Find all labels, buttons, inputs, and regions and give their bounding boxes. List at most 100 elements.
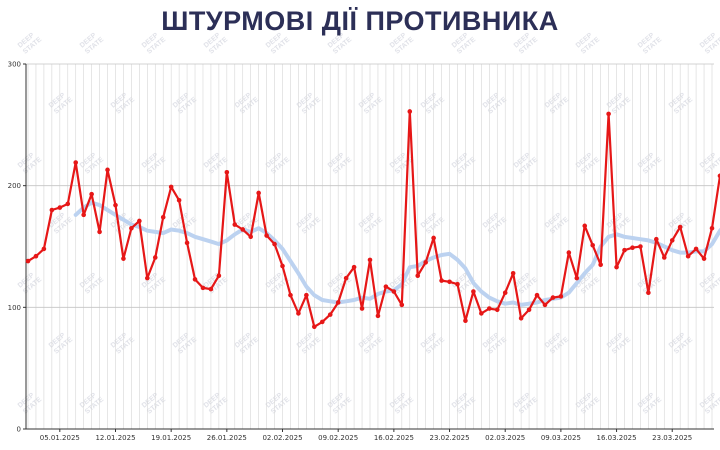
data-point [669, 238, 675, 243]
data-point [654, 236, 659, 242]
x-tick-label: 09.03.2025 [541, 434, 581, 442]
data-point [57, 205, 63, 210]
data-point [693, 246, 699, 252]
data-point [701, 256, 707, 261]
data-point [494, 307, 500, 313]
x-tick-label: 02.03.2025 [485, 434, 525, 442]
data-point [152, 255, 158, 260]
data-point [224, 169, 230, 175]
x-tick-label: 16.03.2025 [597, 434, 637, 442]
data-point [272, 241, 277, 247]
y-axis-ticks: 0 100 200 300 [8, 61, 26, 434]
data-point [25, 258, 31, 264]
data-point [375, 313, 381, 319]
data-point [391, 289, 397, 294]
data-point [566, 250, 572, 255]
data-point [447, 279, 452, 285]
data-point [630, 245, 635, 251]
data-point [97, 229, 102, 235]
data-point [160, 215, 166, 220]
data-point [319, 319, 325, 325]
data-point [638, 244, 643, 249]
data-point [304, 292, 309, 298]
data-point [463, 318, 468, 324]
x-tick-label: 23.03.2025 [652, 434, 692, 442]
data-point [717, 173, 720, 179]
grid-lines [26, 63, 714, 430]
data-point [502, 290, 508, 296]
y-tick-label: 100 [8, 304, 21, 312]
data-point [542, 302, 548, 308]
y-tick-label: 0 [17, 426, 21, 434]
data-point [518, 315, 524, 321]
data-point [200, 285, 206, 291]
data-point [685, 253, 691, 259]
data-point [113, 202, 118, 208]
data-point [574, 275, 580, 281]
data-point [534, 292, 540, 298]
data-point [335, 300, 341, 305]
data-point [439, 278, 444, 283]
data-point [709, 225, 715, 231]
chart-title: ШТУРМОВІ ДІЇ ПРОТИВНИКА [161, 6, 559, 36]
data-point [487, 306, 492, 311]
data-point [598, 262, 603, 268]
data-point [41, 246, 47, 252]
data-point [423, 260, 428, 265]
data-point [49, 207, 55, 213]
data-point [407, 109, 413, 114]
data-point [327, 312, 333, 317]
data-point [65, 201, 71, 207]
data-point [343, 275, 349, 281]
data-point [455, 281, 460, 287]
data-point [383, 284, 389, 289]
data-point [145, 275, 150, 281]
data-point [550, 295, 556, 300]
data-point [479, 311, 484, 316]
data-point [415, 273, 421, 279]
data-point [232, 222, 238, 227]
data-point [73, 160, 79, 165]
data-point [558, 294, 564, 299]
data-point [367, 257, 373, 263]
data-point [312, 324, 317, 330]
data-point [582, 223, 588, 229]
data-point [208, 286, 214, 292]
x-tick-label: 26.01.2025 [207, 434, 247, 442]
x-axis-ticks: 05.01.2025 12.01.2025 19.01.2025 26.01.2025… [40, 429, 692, 442]
data-point [622, 247, 627, 253]
data-point [359, 306, 365, 311]
data-point [606, 111, 611, 117]
